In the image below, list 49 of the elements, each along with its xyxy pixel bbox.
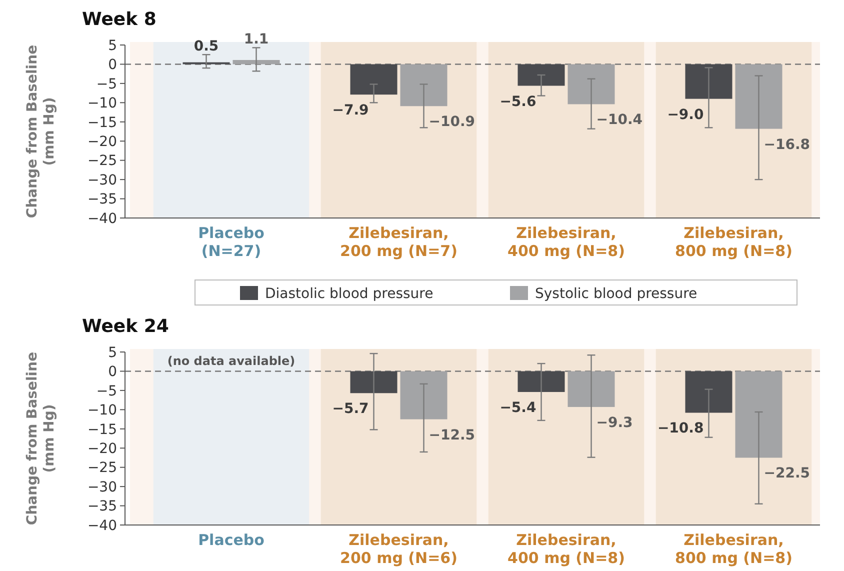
legend-label: Diastolic blood pressure <box>265 286 434 302</box>
data-label: 0.5 <box>194 38 219 55</box>
data-label: −10.8 <box>657 420 704 437</box>
annotation: (no data available) <box>167 354 296 368</box>
x-tick-label: Placebo <box>198 531 264 549</box>
data-label: 1.1 <box>244 32 269 48</box>
y-tick-label: −30 <box>87 479 117 496</box>
y-tick-label: −20 <box>87 134 117 150</box>
y-tick-label: −10 <box>87 96 117 112</box>
y-tick-label: 0 <box>108 57 117 74</box>
y-axis-title: Change from Baseline (mm Hg) <box>24 352 58 526</box>
chart-title: Week 24 <box>82 316 169 337</box>
y-tick-label: −35 <box>87 498 117 515</box>
y-tick-label: −25 <box>87 153 117 170</box>
y-tick-label: 5 <box>108 38 117 54</box>
data-label: −10.4 <box>596 112 643 128</box>
y-tick-label: −10 <box>87 402 117 419</box>
y-tick-label: −40 <box>87 210 117 227</box>
y-tick-label: −25 <box>87 460 117 476</box>
x-tick-label: Placebo (N=27) <box>198 224 264 260</box>
y-tick-label: −5 <box>96 383 117 400</box>
y-tick-label: 0 <box>108 364 117 380</box>
y-tick-label: −15 <box>87 114 117 131</box>
data-label: −5.6 <box>500 94 536 110</box>
x-tick-label: Zilebesiran, 200 mg (N=6) <box>340 531 458 567</box>
y-tick-label: −5 <box>96 76 117 92</box>
data-label: −22.5 <box>764 466 810 482</box>
data-label: −12.5 <box>428 427 476 444</box>
data-label: −16.8 <box>764 136 810 153</box>
y-tick-label: −40 <box>87 518 117 534</box>
x-tick-label: Zilebesiran, 800 mg (N=8) <box>675 224 792 260</box>
legend-label: Systolic blood pressure <box>535 286 698 302</box>
x-tick-label: Zilebesiran, 200 mg (N=7) <box>340 224 458 260</box>
data-label: −7.9 <box>332 102 369 119</box>
x-tick-label: Zilebesiran, 400 mg (N=8) <box>508 531 625 567</box>
y-tick-label: −15 <box>87 422 117 438</box>
data-label: −5.7 <box>332 401 369 418</box>
y-tick-label: 5 <box>108 344 117 361</box>
data-label: −10.9 <box>428 114 476 130</box>
x-tick-label: Zilebesiran, 400 mg (N=8) <box>508 224 625 260</box>
y-tick-label: −20 <box>87 441 117 458</box>
x-tick-label: Zilebesiran, 800 mg (N=8) <box>675 531 792 567</box>
data-label: −9.3 <box>596 414 633 431</box>
chart-title: Week 8 <box>82 9 156 30</box>
data-label: −5.4 <box>500 400 537 416</box>
data-label: −9.0 <box>667 106 704 123</box>
y-tick-label: −30 <box>87 172 117 188</box>
y-tick-label: −35 <box>87 192 117 208</box>
y-axis-title: Change from Baseline (mm Hg) <box>24 44 58 218</box>
